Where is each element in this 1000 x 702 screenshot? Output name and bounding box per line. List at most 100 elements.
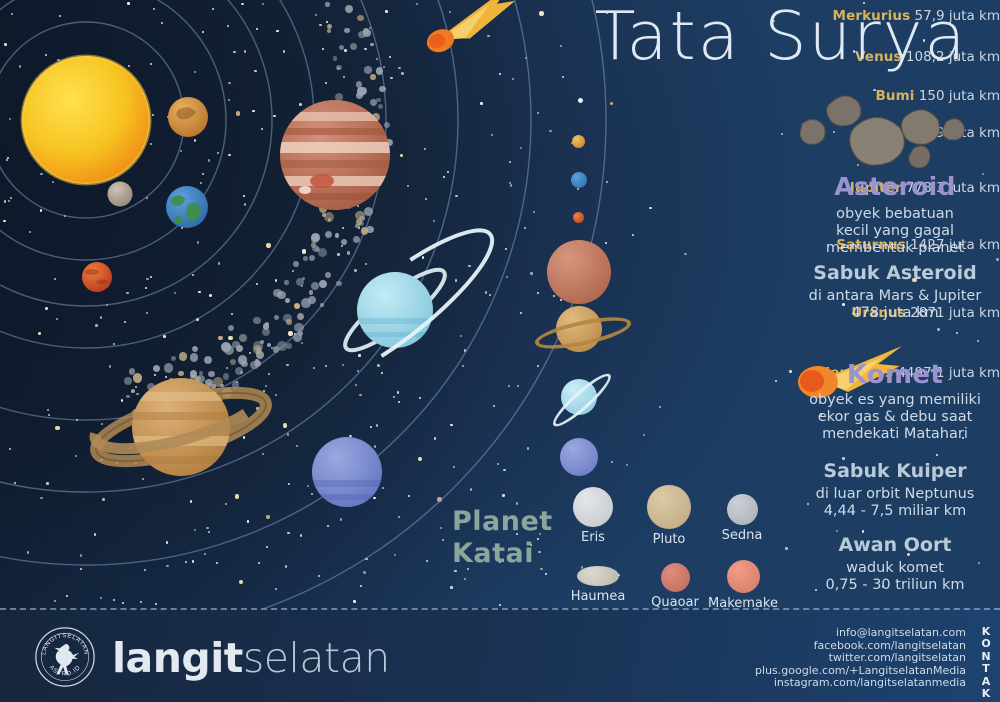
planet-distance: 108,2 juta km [901, 49, 1000, 65]
asteroid-belt-desc: di antara Mars & Jupiter 478 juta km [790, 288, 1000, 322]
brand-bold: langit [112, 634, 243, 682]
footer: LANGITSELATAN ASTRO.ID langitselatan inf… [0, 608, 1000, 702]
contact-googleplus[interactable]: plus.google.com/+LangitselatanMedia [755, 663, 966, 677]
dwarf-planets-title: Planet Katai [452, 506, 562, 570]
planet-distance: 2871 juta km [905, 305, 1000, 321]
asteroid-desc-line-3: membentuk planet [825, 240, 965, 256]
planet-label-venus: Venus 108,2 juta km [855, 49, 1000, 65]
planet-label-merkurius: Merkurius 57,9 juta km [833, 8, 1000, 24]
scene-mars [82, 262, 112, 292]
kuiper-heading: Sabuk Kuiper [823, 460, 967, 482]
scene-comet [426, 0, 516, 53]
planet-distance: 150 juta km [914, 88, 1000, 104]
dwarf-planet-name: Sedna [721, 528, 763, 543]
planet-label-jupiter: Jupiter 778,3 juta km [850, 180, 1000, 196]
asteroid-belt-block: Sabuk Asteroid di antara Mars & Jupiter … [790, 262, 1000, 322]
planet-thumb-bumi [571, 172, 587, 188]
oort-desc: waduk komet 0,75 - 30 triliun km [790, 560, 1000, 594]
asteroid-desc-line-2: kecil yang gagal [835, 223, 955, 239]
scene-mercury [107, 181, 133, 207]
planet-name: Bumi [875, 88, 915, 104]
scene-sun [22, 56, 150, 184]
kuiper-line-1: di luar orbit Neptunus [815, 486, 975, 502]
planet-distance: 4497,1 juta km [893, 365, 1000, 381]
planet-thumb-saturnus [556, 306, 602, 352]
dwarf-planet-name: Makemake [708, 596, 778, 611]
dwarf-planet-sedna: Sedna [697, 494, 787, 543]
kuiper-line-2: 4,44 - 7,5 miliar km [823, 503, 967, 519]
dwarf-planet-ball [726, 560, 760, 593]
planet-name: Merkurius [832, 8, 911, 24]
asteroid-belt-heading: Sabuk Asteroid [813, 262, 977, 284]
comet-desc-line-3: mendekati Matahari [822, 426, 968, 442]
oort-line-2: 0,75 - 30 triliun km [825, 577, 965, 593]
planet-thumb-uranus [561, 379, 597, 415]
contact-facebook[interactable]: facebook.com/langitselatan [813, 638, 966, 652]
planet-label-uranus: Uranus 2871 juta km [851, 305, 1000, 321]
planet-name: Uranus [851, 305, 906, 321]
dwarf-planet-name: Pluto [652, 532, 686, 547]
planet-name: Saturnus [836, 237, 906, 253]
comet-icon [798, 346, 902, 398]
comet-desc: obyek es yang memiliki ekor gas & debu s… [790, 392, 1000, 443]
dwarf-planet-eris: Eris [548, 487, 638, 545]
comet-desc-line-2: ekor gas & debu saat [817, 409, 973, 425]
asteroid-block: Asteroid obyek bebatuan kecil yang gagal… [790, 172, 1000, 257]
scene-saturn [89, 378, 272, 476]
comet-block: Komet obyek es yang memiliki ekor gas & … [790, 360, 1000, 443]
asteroid-desc: obyek bebatuan kecil yang gagal membentu… [790, 206, 1000, 257]
dwarf-planet-name: Eris [581, 530, 605, 545]
kuiper-desc: di luar orbit Neptunus 4,44 - 7,5 miliar… [790, 486, 1000, 520]
asteroid-desc-line-1: obyek bebatuan [836, 206, 954, 222]
contact-instagram[interactable]: instagram.com/langitselatanmedia [773, 676, 966, 690]
planet-thumb-neptunus [560, 438, 598, 476]
brand-light: selatan [242, 634, 390, 682]
page-title: Tata Surya [594, 0, 968, 75]
contact-email[interactable]: info@langitselatan.com [835, 626, 966, 639]
dwarf-planet-makemake: Makemake [698, 560, 788, 611]
dwarf-planet-name: Quaoar [651, 595, 699, 610]
dwarf-title-line-2: Katai [452, 538, 535, 569]
oort-cloud-block: Awan Oort waduk komet 0,75 - 30 triliun … [790, 534, 1000, 594]
planet-distance: 57,9 juta km [910, 8, 1000, 24]
dwarf-title-line-1: Planet [452, 506, 553, 537]
planet-thumb-venus [572, 134, 585, 148]
dwarf-planet-ball [647, 485, 691, 529]
asteroid-heading: Asteroid [834, 172, 956, 201]
planet-distance: 1427 juta km [905, 237, 1000, 253]
scene-earth [166, 186, 208, 228]
comet-desc-line-1: obyek es yang memiliki [809, 392, 981, 408]
oort-heading: Awan Oort [838, 534, 952, 556]
dwarf-planet-quaoar: Quaoar [630, 563, 720, 610]
dwarf-planet-ball [726, 494, 758, 525]
dwarf-planet-name: Haumea [570, 589, 626, 605]
oort-line-1: waduk komet [846, 560, 944, 576]
planet-thumb-mars [573, 211, 584, 223]
dwarf-planet-pluto: Pluto [624, 485, 714, 547]
planet-name: Venus [855, 49, 902, 65]
scene-neptune [312, 437, 382, 507]
contact-twitter[interactable]: twitter.com/langitselatan [828, 651, 966, 665]
dwarf-planet-ball [660, 563, 690, 592]
kuiper-belt-block: Sabuk Kuiper di luar orbit Neptunus 4,44… [790, 460, 1000, 520]
asteroid-belt-line-2: 478 juta km [851, 305, 939, 321]
planet-label-saturnus: Saturnus 1427 juta km [836, 237, 1000, 253]
dwarf-planet-haumea: Haumea [553, 566, 643, 604]
scene-uranus [343, 228, 495, 358]
planet-thumb-merkurius [578, 97, 583, 103]
contact-list: info@langitselatan.com facebook.com/lang… [755, 626, 966, 690]
langitselatan-seal-logo: LANGITSELATAN ASTRO.ID [35, 627, 95, 687]
planet-thumb-jupiter [547, 240, 611, 304]
comet-heading: Komet [846, 360, 944, 390]
brand-wordmark: langitselatan [112, 636, 390, 680]
planet-label-bumi: Bumi 150 juta km [876, 88, 1000, 104]
asteroid-belt-line-1: di antara Mars & Jupiter [808, 288, 982, 304]
dwarf-planet-ball [576, 566, 620, 587]
dwarf-planet-ball [573, 487, 613, 527]
planet-distance: 778,3 juta km [901, 180, 1000, 196]
planet-name: Jupiter [849, 180, 902, 196]
asteroid-cluster-icon [799, 95, 965, 169]
